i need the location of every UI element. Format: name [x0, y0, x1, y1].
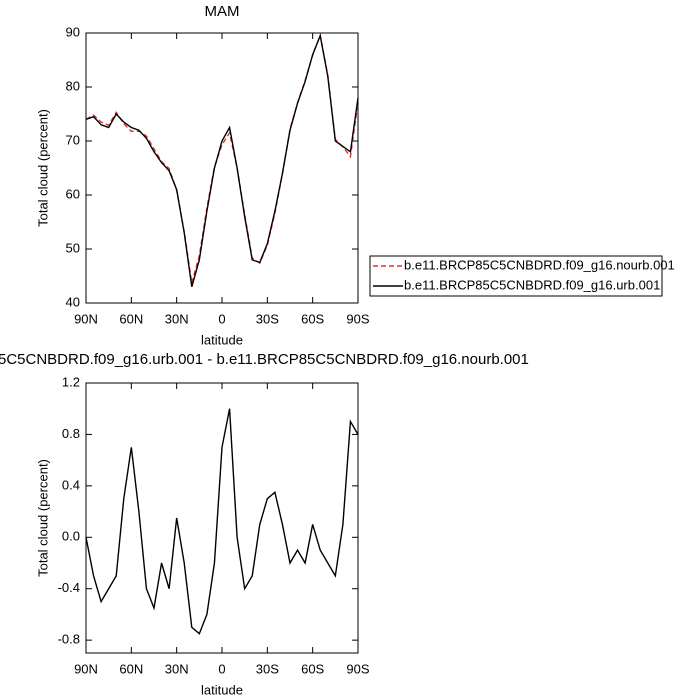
- x-axis-label: latitude: [201, 332, 243, 347]
- data-line: [85, 33, 359, 287]
- plot-frame: [85, 32, 359, 304]
- y-tick-label: 0.4: [62, 477, 80, 492]
- x-tick-label: 30N: [165, 311, 189, 326]
- x-tick-label: 60S: [301, 311, 324, 326]
- x-tick-label: 60N: [119, 311, 143, 326]
- x-tick-label: 0: [218, 661, 225, 676]
- chart-title: 5C5CNBDRD.f09_g16.urb.001 - b.e11.BRCP85…: [0, 351, 529, 368]
- x-tick-label: 0: [218, 311, 225, 326]
- y-tick-label: 70: [66, 132, 80, 147]
- legend-label: b.e11.BRCP85C5CNBDRD.f09_g16.nourb.001: [404, 257, 675, 272]
- y-tick-label: 90: [66, 24, 80, 39]
- x-tick-label: 60S: [301, 661, 324, 676]
- y-tick-label: -0.8: [58, 632, 80, 647]
- x-tick-label: 90S: [346, 661, 369, 676]
- y-tick-label: 0.8: [62, 426, 80, 441]
- y-tick-label: 50: [66, 240, 80, 255]
- y-tick-label: -0.4: [58, 580, 80, 595]
- y-axis-label: Total cloud (percent): [35, 459, 50, 577]
- x-tick-label: 90N: [74, 661, 98, 676]
- plot-frame: [85, 382, 359, 654]
- y-tick-label: 40: [66, 294, 80, 309]
- y-tick-label: 1.2: [62, 374, 80, 389]
- x-tick-label: 60N: [119, 661, 143, 676]
- chart-title: MAM: [205, 3, 240, 20]
- x-tick-label: 90S: [346, 311, 369, 326]
- legend-box: [369, 255, 663, 297]
- x-axis-label: latitude: [201, 682, 243, 697]
- y-tick-label: 80: [66, 78, 80, 93]
- y-tick-label: 0.0: [62, 529, 80, 544]
- y-axis-label: Total cloud (percent): [35, 109, 50, 227]
- legend-label: b.e11.BRCP85C5CNBDRD.f09_g16.urb.001: [404, 277, 660, 292]
- x-tick-label: 30N: [165, 661, 189, 676]
- y-tick-label: 60: [66, 186, 80, 201]
- data-line: [85, 32, 359, 284]
- x-tick-label: 90N: [74, 311, 98, 326]
- data-line: [85, 408, 359, 635]
- x-tick-label: 30S: [256, 311, 279, 326]
- x-tick-label: 30S: [256, 661, 279, 676]
